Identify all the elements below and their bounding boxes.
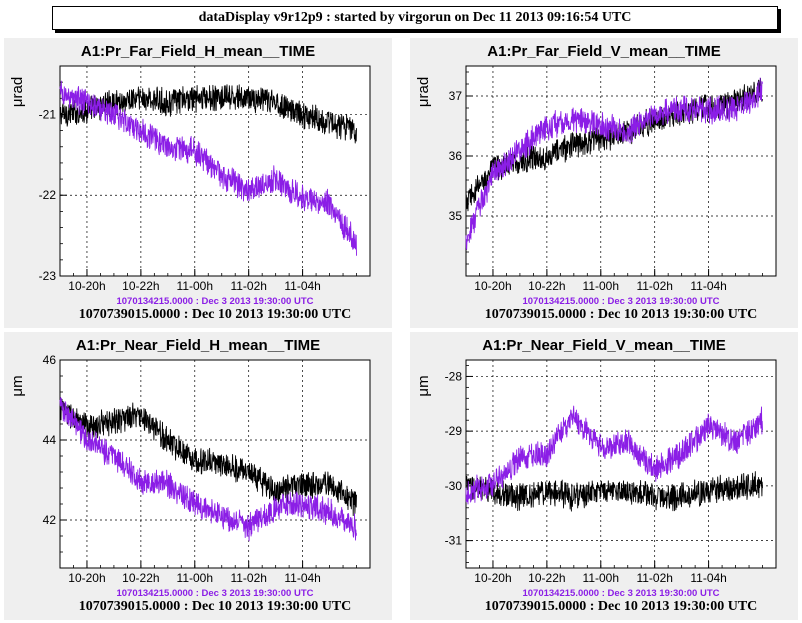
x-tick-label: 10-22h — [122, 571, 159, 585]
y-tick-label: 46 — [43, 353, 57, 367]
y-tick-label: -23 — [39, 269, 57, 283]
x-tick-label: 11-02h — [230, 279, 266, 293]
y-axis-label: μm — [415, 375, 432, 396]
x-tick-label: 10-22h — [528, 279, 565, 293]
y-tick-label: -28 — [445, 369, 463, 383]
footer-current-time: 1070739015.0000 : Dec 10 2013 19:30:00 U… — [485, 307, 758, 322]
chart-far-field-v: A1:Pr_Far_Field_V_mean__TIME μrad 35 36 37 10… — [410, 38, 798, 328]
y-tick-label: -31 — [445, 534, 463, 548]
chart-far-field-h: A1:Pr_Far_Field_H_mean__TIME μrad -23 -22 -2… — [4, 38, 392, 328]
chart-title: A1:Pr_Near_Field_V_mean__TIME — [482, 337, 725, 354]
chart-svg: A1:Pr_Near_Field_V_mean__TIME μm -31 -30 -29… — [410, 332, 798, 620]
y-tick-label: -22 — [39, 188, 57, 202]
x-tick-label: 11-04h — [284, 571, 320, 585]
y-tick-label: 36 — [449, 149, 463, 163]
x-tick-label: 10-20h — [68, 279, 105, 293]
plot-frame — [466, 360, 776, 568]
chart-near-field-v: A1:Pr_Near_Field_V_mean__TIME μm -31 -30 -29… — [410, 332, 798, 620]
y-tick-label: 35 — [449, 209, 463, 223]
x-tick-label: 10-20h — [474, 279, 511, 293]
footer-reference-time: 1070134215.0000 : Dec 3 2013 19:30:00 UT… — [522, 588, 719, 599]
y-tick-label: 42 — [43, 513, 57, 527]
y-axis-label: μrad — [9, 77, 26, 107]
footer-reference-time: 1070134215.0000 : Dec 3 2013 19:30:00 UT… — [116, 296, 313, 307]
footer-current-time: 1070739015.0000 : Dec 10 2013 19:30:00 U… — [79, 307, 352, 322]
chart-svg: A1:Pr_Far_Field_H_mean__TIME μrad -23 -22 -2… — [4, 38, 392, 328]
x-tick-label: 11-04h — [690, 571, 726, 585]
y-tick-label: -30 — [445, 479, 463, 493]
x-tick-label: 11-02h — [636, 571, 672, 585]
y-tick-label: 37 — [449, 89, 463, 103]
footer-reference-time: 1070134215.0000 : Dec 3 2013 19:30:00 UT… — [522, 296, 719, 307]
x-tick-label: 11-00h — [583, 571, 619, 585]
y-tick-label: -21 — [39, 107, 57, 121]
x-tick-label: 11-00h — [177, 571, 213, 585]
chart-svg: A1:Pr_Near_Field_H_mean__TIME μm 42 44 46 10-… — [4, 332, 392, 620]
footer-current-time: 1070739015.0000 : Dec 10 2013 19:30:00 U… — [485, 599, 758, 614]
y-axis-label: μm — [9, 375, 26, 396]
y-axis-label: μrad — [415, 77, 432, 107]
x-tick-label: 10-22h — [528, 571, 565, 585]
x-tick-label: 10-20h — [68, 571, 105, 585]
chart-title: A1:Pr_Near_Field_H_mean__TIME — [76, 337, 320, 354]
x-tick-label: 11-02h — [636, 279, 672, 293]
x-tick-label: 11-04h — [284, 279, 320, 293]
chart-svg: A1:Pr_Far_Field_V_mean__TIME μrad 35 36 37 10… — [410, 38, 798, 328]
x-tick-label: 10-20h — [474, 571, 511, 585]
y-tick-label: -29 — [445, 424, 463, 438]
chart-title: A1:Pr_Far_Field_V_mean__TIME — [487, 43, 720, 60]
chart-near-field-h: A1:Pr_Near_Field_H_mean__TIME μm 42 44 46 10-… — [4, 332, 392, 620]
x-tick-label: 11-00h — [583, 279, 619, 293]
y-tick-label: 44 — [43, 433, 57, 447]
x-tick-label: 11-00h — [177, 279, 213, 293]
display-title: dataDisplay v9r12p9 : started by virgoru… — [52, 6, 778, 30]
x-tick-label: 11-02h — [230, 571, 266, 585]
footer-current-time: 1070739015.0000 : Dec 10 2013 19:30:00 U… — [79, 599, 352, 614]
x-tick-label: 11-04h — [690, 279, 726, 293]
chart-title: A1:Pr_Far_Field_H_mean__TIME — [81, 43, 315, 60]
footer-reference-time: 1070134215.0000 : Dec 3 2013 19:30:00 UT… — [116, 588, 313, 599]
x-tick-label: 10-22h — [122, 279, 159, 293]
